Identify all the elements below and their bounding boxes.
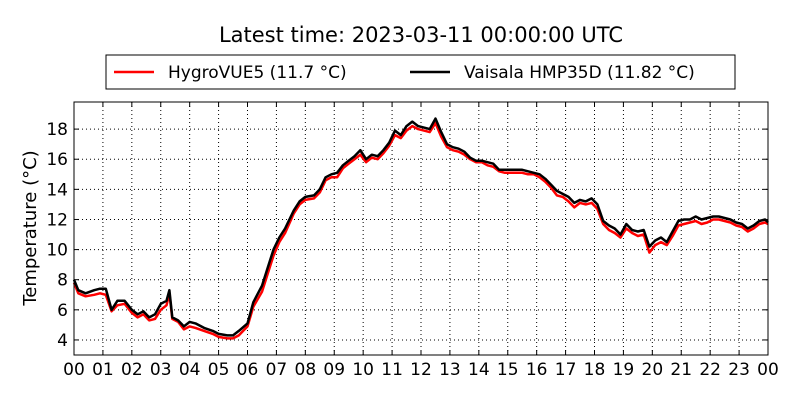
series-line-hygrovue: [72, 121, 769, 340]
series-layer: [72, 117, 769, 340]
grid: [74, 102, 768, 355]
x-tick-label: 18: [584, 360, 606, 380]
y-tick-label: 10: [46, 241, 68, 261]
series-line-vaisala: [72, 117, 769, 337]
y-axis-label: Temperature (°C): [20, 150, 41, 306]
x-tick-label: 21: [670, 360, 692, 380]
x-tick-label: 08: [295, 360, 317, 380]
x-tick-label: 20: [642, 360, 664, 380]
y-tick-label: 16: [46, 150, 68, 170]
x-tick-label: 19: [613, 360, 635, 380]
y-tick-label: 12: [46, 210, 68, 230]
y-tick-label: 14: [46, 180, 68, 200]
x-tick-label: 22: [699, 360, 721, 380]
y-tick-label: 18: [46, 120, 68, 140]
x-tick-label: 00: [63, 360, 85, 380]
x-tick-label: 00: [757, 360, 779, 380]
x-tick-label: 06: [237, 360, 259, 380]
x-tick-label: 14: [468, 360, 490, 380]
x-tick-label: 12: [410, 360, 432, 380]
x-tick-label: 10: [352, 360, 374, 380]
x-tick-label: 23: [728, 360, 750, 380]
x-tick-label: 05: [208, 360, 230, 380]
x-tick-label: 17: [555, 360, 577, 380]
x-tick-label: 03: [150, 360, 172, 380]
x-tick-label: 15: [497, 360, 519, 380]
x-tick-label: 04: [179, 360, 201, 380]
legend: HygroVUE5 (11.7 °C) Vaisala HMP35D (11.8…: [105, 54, 736, 90]
x-tick-label: 11: [381, 360, 403, 380]
y-tick-label: 8: [57, 271, 68, 291]
chart-title: Latest time: 2023-03-11 00:00:00 UTC: [219, 23, 623, 47]
x-tick-label: 13: [439, 360, 461, 380]
legend-label-hygrovue: HygroVUE5 (11.7 °C): [168, 63, 347, 83]
y-tick-label: 4: [57, 331, 68, 351]
x-tick-label: 02: [121, 360, 143, 380]
ticks: 00 01 02 03 04 05 06 07 08 09 10 11 12 13 14 15 16 17 18 19…: [46, 102, 779, 380]
x-tick-label: 09: [323, 360, 345, 380]
x-tick-label: 01: [92, 360, 114, 380]
legend-label-vaisala: Vaisala HMP35D (11.82 °C): [464, 63, 695, 83]
y-tick-label: 6: [57, 301, 68, 321]
x-tick-label: 16: [526, 360, 548, 380]
x-tick-label: 07: [266, 360, 288, 380]
plot-frame: [73, 101, 769, 356]
